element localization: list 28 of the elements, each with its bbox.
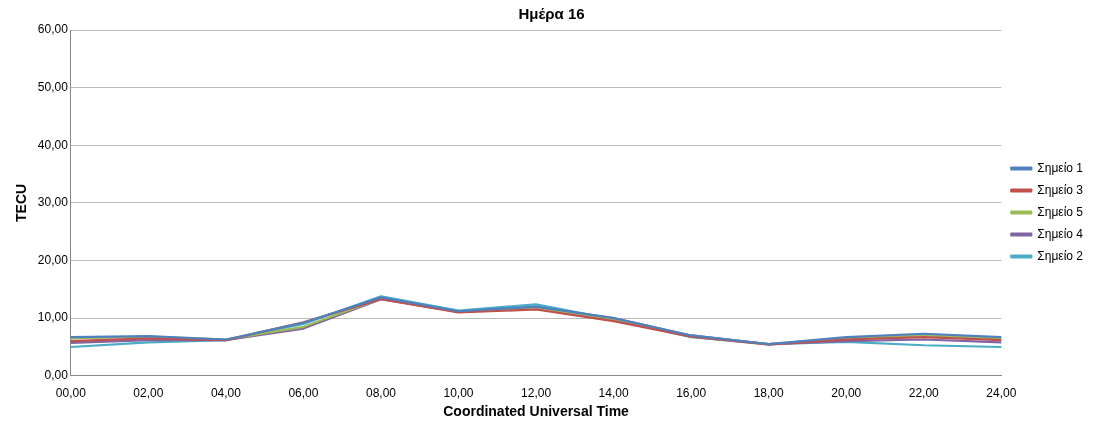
legend-label: Σημείο 1: [1037, 160, 1084, 175]
y-tick-label: 30,00: [37, 195, 69, 210]
y-tick-label: 10,00: [37, 310, 69, 325]
y-axis-title: TECU: [13, 183, 30, 222]
legend-label: Σημείο 2: [1037, 248, 1084, 263]
y-tick-label: 0,00: [44, 368, 69, 383]
x-tick-label: 22,00: [908, 386, 940, 401]
x-axis-title: Coordinated Universal Time: [443, 403, 630, 420]
legend-label: Σημείο 4: [1037, 226, 1084, 241]
y-tick-label: 20,00: [37, 252, 69, 267]
x-tick-label: 08,00: [365, 386, 397, 401]
y-tick-label: 40,00: [37, 137, 69, 152]
x-tick-label: 16,00: [676, 386, 707, 401]
x-tick-label: 18,00: [753, 386, 785, 401]
y-tick-label: 60,00: [37, 22, 69, 37]
x-tick-label: 00,00: [55, 386, 87, 401]
chart-title: Ημέρα 16: [518, 5, 585, 23]
legend-label: Σημείο 3: [1037, 182, 1084, 197]
y-tick-label: 50,00: [37, 79, 69, 94]
x-tick-label: 24,00: [986, 386, 1017, 401]
x-tick-label: 20,00: [831, 386, 862, 401]
x-tick-label: 04,00: [210, 386, 242, 401]
x-tick-label: 02,00: [133, 386, 164, 401]
x-tick-label: 14,00: [598, 386, 629, 401]
legend-label: Σημείο 5: [1037, 204, 1084, 219]
x-tick-label: 06,00: [288, 386, 319, 401]
x-tick-label: 12,00: [521, 386, 552, 401]
x-tick-label: 10,00: [443, 386, 474, 401]
